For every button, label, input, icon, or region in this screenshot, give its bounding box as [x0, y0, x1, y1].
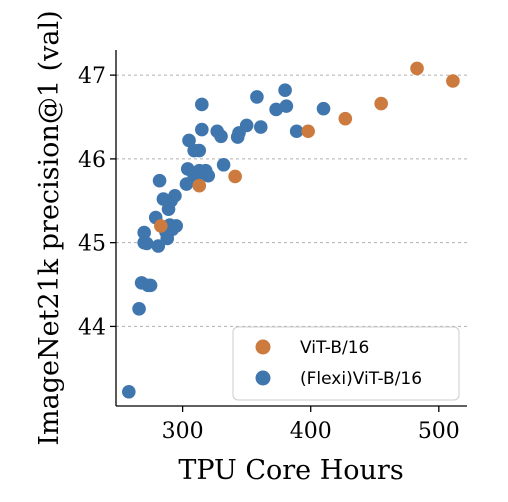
- point-vit-b16-0: [154, 219, 168, 233]
- point-flexivit-b16-33: [214, 129, 228, 144]
- point-vit-b16-1: [192, 178, 207, 193]
- y-axis-label: ImageNet21k precision@1 (val): [34, 10, 65, 445]
- point-flexivit-b16-1: [132, 302, 146, 316]
- data-points: [122, 61, 460, 399]
- point-flexivit-b16-4: [137, 225, 151, 240]
- point-flexivit-b16-28: [195, 122, 209, 137]
- legend: ViT-B/16 (Flexi)ViT-B/16: [232, 326, 460, 401]
- point-flexivit-b16-41: [278, 83, 292, 98]
- point-flexivit-b16-26: [192, 143, 207, 158]
- point-vit-b16-6: [410, 61, 424, 76]
- y-tick-label-44: 44: [78, 315, 106, 340]
- point-flexivit-b16-44: [316, 101, 331, 116]
- point-vit-b16-5: [374, 96, 388, 111]
- grid-lines: [116, 74, 467, 327]
- legend-marker-flexivit-b16: [255, 370, 271, 386]
- legend-label-vit-b16: ViT-B/16: [300, 338, 369, 358]
- x-tick-label-300: 300: [162, 419, 204, 444]
- point-vit-b16-2: [228, 169, 242, 184]
- point-flexivit-b16-0: [122, 384, 136, 399]
- point-flexivit-b16-7: [143, 278, 158, 293]
- x-tick-label-400: 400: [290, 419, 332, 444]
- point-vit-b16-3: [301, 124, 315, 139]
- point-vit-b16-7: [446, 74, 460, 88]
- point-flexivit-b16-37: [239, 118, 254, 133]
- point-flexivit-b16-43: [289, 124, 304, 139]
- legend-frame: [232, 326, 460, 401]
- point-flexivit-b16-19: [169, 219, 184, 233]
- point-flexivit-b16-18: [168, 188, 182, 203]
- point-flexivit-b16-27: [195, 97, 209, 112]
- y-tick-label-47: 47: [78, 64, 106, 89]
- point-flexivit-b16-42: [279, 99, 294, 113]
- point-flexivit-b16-38: [250, 90, 264, 104]
- axes: [115, 50, 467, 407]
- tick-labels: 44 45 46 47 300 400 500: [78, 64, 460, 444]
- point-flexivit-b16-9: [151, 239, 166, 253]
- point-flexivit-b16-39: [253, 120, 268, 134]
- point-flexivit-b16-10: [152, 173, 167, 188]
- point-flexivit-b16-5: [139, 236, 154, 251]
- point-vit-b16-4: [338, 111, 353, 126]
- point-flexivit-b16-31: [201, 168, 216, 183]
- x-axis-label: TPU Core Hours: [178, 455, 403, 486]
- y-tick-label-45: 45: [78, 232, 106, 257]
- point-flexivit-b16-40: [269, 102, 283, 117]
- y-tick-label-46: 46: [78, 148, 106, 173]
- legend-label-flexivit-b16: (Flexi)ViT-B/16: [300, 369, 422, 389]
- legend-marker-vit-b16: [255, 339, 271, 355]
- point-flexivit-b16-34: [216, 157, 231, 172]
- point-flexivit-b16-22: [182, 133, 196, 148]
- x-tick-label-500: 500: [418, 419, 460, 444]
